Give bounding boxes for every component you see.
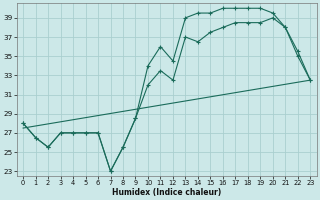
X-axis label: Humidex (Indice chaleur): Humidex (Indice chaleur) [112, 188, 221, 197]
